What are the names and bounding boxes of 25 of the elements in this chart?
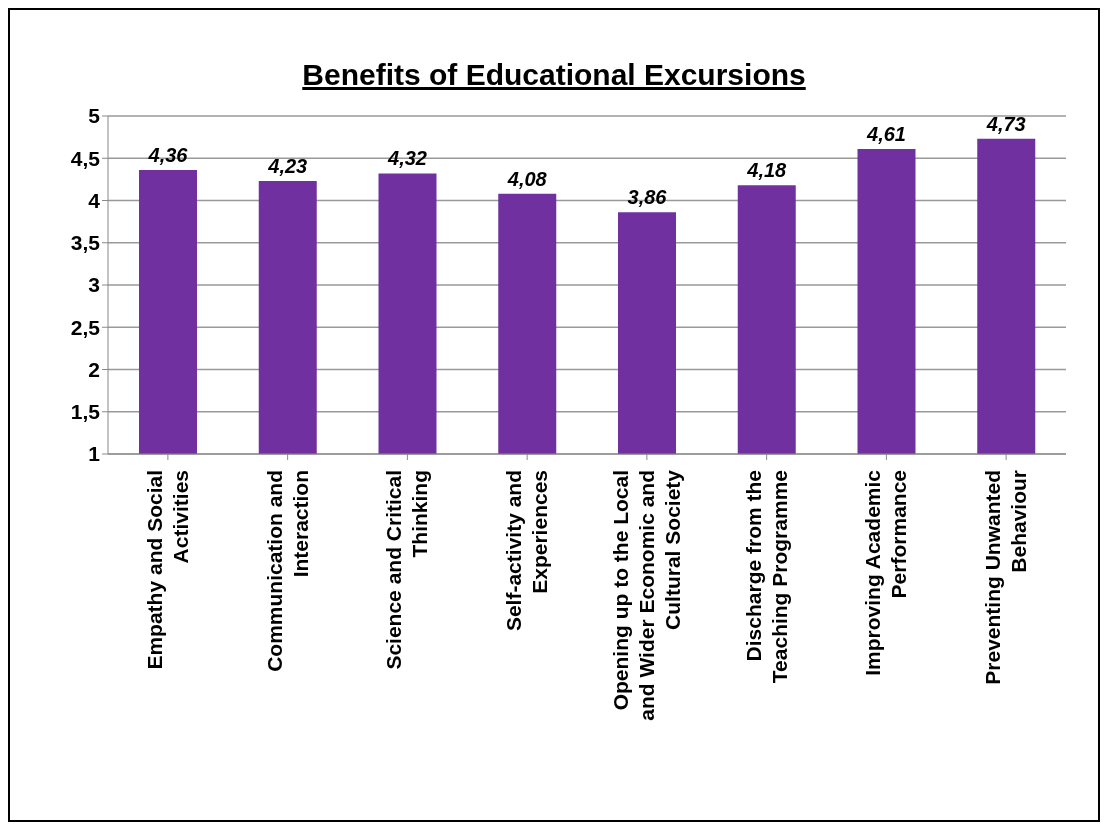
y-tick-label: 1	[88, 442, 101, 466]
data-label: 4,08	[506, 167, 548, 190]
data-label: 4,18	[746, 159, 788, 182]
data-label: 3,86	[627, 186, 668, 209]
data-label: 4,36	[147, 144, 189, 167]
x-tick-label: Science and Critical Thinking	[382, 470, 432, 670]
x-tick-label: Opening up to the Local and Wider Economic and Cultural Society	[608, 469, 684, 721]
data-label: 4,32	[387, 147, 427, 170]
x-tick-label: Empathy and Social Activities	[142, 470, 192, 670]
chart-title: Benefits of Educational Excursions	[301, 58, 807, 93]
x-tick-label: Communication and Interaction	[262, 470, 312, 672]
y-tick-label: 2	[88, 357, 100, 381]
y-tick-label: 3	[88, 273, 100, 297]
y-tick-label: 1,5	[70, 400, 101, 424]
x-tick-label: Self-activity and Experiences	[502, 470, 552, 632]
y-tick-label: 4	[88, 188, 101, 212]
y-tick-label: 4,5	[70, 146, 101, 170]
y-tick-label: 3,5	[70, 231, 101, 255]
data-label: 4,61	[866, 122, 906, 145]
data-label: 4,23	[267, 155, 308, 178]
x-tick-label: Improving Academic Performance	[861, 469, 911, 676]
y-tick-label: 2,5	[70, 315, 101, 339]
data-label: 4,73	[985, 112, 1026, 135]
y-tick-label: 5	[88, 104, 101, 128]
x-tick-label: Preventing Unwanted Behaviour	[981, 470, 1031, 685]
